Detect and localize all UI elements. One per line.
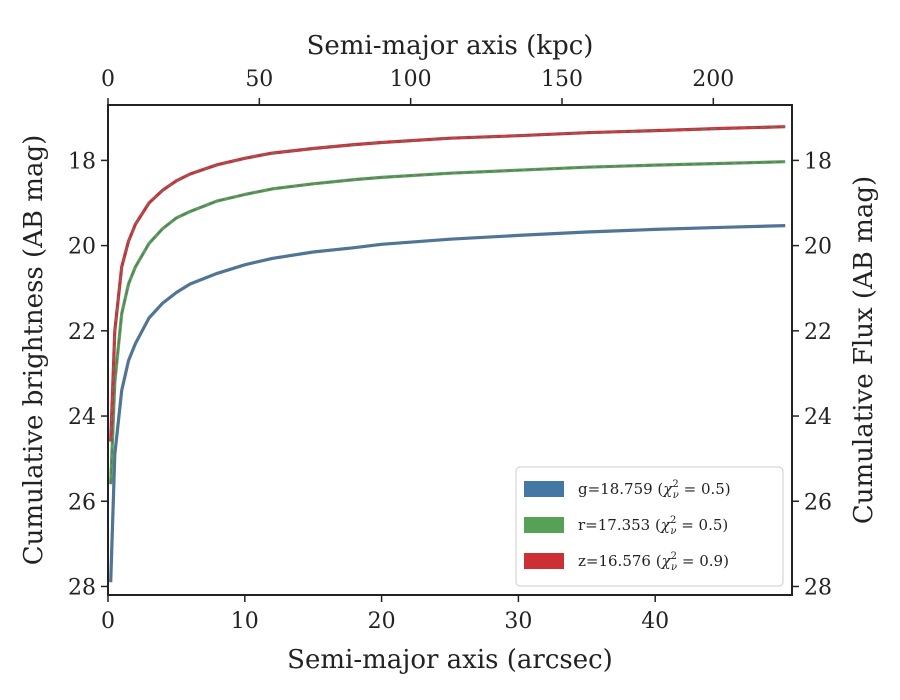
top-x-tick-label: 100	[390, 67, 432, 92]
legend-frame	[515, 466, 784, 587]
model-line-2	[110, 126, 786, 442]
plot-area	[109, 125, 786, 583]
y-axis-title: Cumulative brightness (AB mag)	[19, 135, 49, 566]
plot-frame	[107, 104, 793, 596]
y-tick-label: 26	[68, 490, 96, 515]
right-y-tick-label: 28	[804, 575, 832, 600]
bottom-x-axis: 0 10 20 30 40	[101, 595, 669, 634]
top-x-tick-label: 50	[245, 67, 273, 92]
legend: g=18.759 (χ2 ν = 0.5) r=17.353 (χ2 ν = 0.5)…	[515, 466, 784, 587]
legend-label: z=16.576 (χ2 ν = 0.9)	[578, 551, 729, 573]
legend-label: g=18.759 (χ2 ν = 0.5)	[578, 479, 731, 501]
legend-swatch	[524, 517, 564, 533]
y-tick-label: 18	[68, 149, 96, 174]
series-line-1	[109, 160, 786, 485]
y-tick-label: 20	[68, 235, 96, 260]
top-x-tick-label: 0	[101, 67, 115, 92]
right-y-axis: 18 20 22 24 26 28	[792, 149, 832, 600]
x-tick-label: 20	[368, 609, 396, 634]
x-tick-label: 0	[101, 609, 115, 634]
right-y-tick-label: 24	[804, 405, 832, 430]
right-y-tick-label: 18	[804, 149, 832, 174]
model-line-0	[110, 224, 786, 583]
model-line-1	[110, 161, 786, 485]
left-y-axis: 18 20 22 24 26 28	[68, 149, 108, 600]
top-x-tick-label: 150	[541, 67, 583, 92]
legend-swatch	[524, 553, 564, 569]
x-tick-label: 10	[231, 609, 259, 634]
y-tick-label: 28	[68, 575, 96, 600]
legend-label: r=17.353 (χ2 ν = 0.5)	[578, 515, 728, 537]
top-x-axis-title: Semi-major axis (kpc)	[307, 31, 594, 61]
x-tick-label: 30	[504, 609, 532, 634]
x-tick-label: 40	[641, 609, 669, 634]
right-y-tick-label: 22	[804, 320, 832, 345]
y-tick-label: 24	[68, 405, 96, 430]
y-tick-label: 22	[68, 320, 96, 345]
top-x-tick-label: 200	[692, 67, 734, 92]
legend-swatch	[524, 481, 564, 497]
x-axis-title: Semi-major axis (arcsec)	[287, 645, 613, 675]
right-y-tick-label: 26	[804, 490, 832, 515]
top-x-axis: 0 50 100 150 200	[101, 67, 734, 105]
right-y-tick-label: 20	[804, 235, 832, 260]
right-y-axis-title: Cumulative Flux (AB mag)	[849, 176, 879, 524]
